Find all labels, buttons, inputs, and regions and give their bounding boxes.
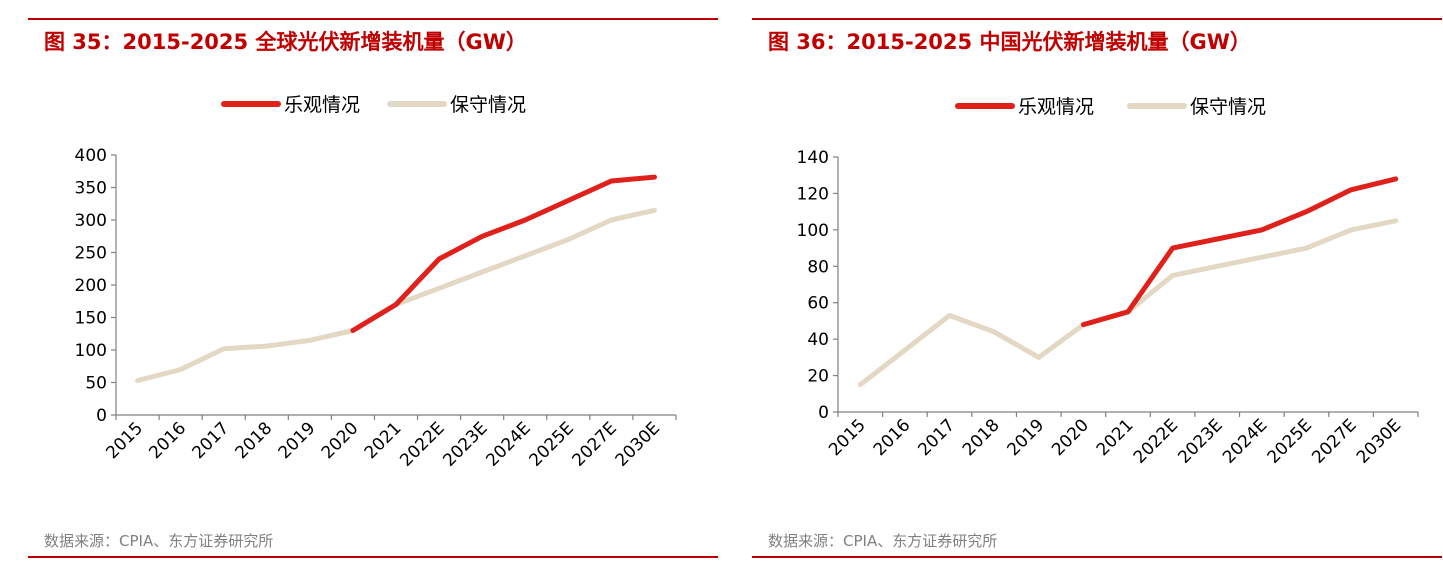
- x-tick-label: 2025E: [1264, 415, 1316, 467]
- x-tick-label: 2023E: [1174, 415, 1226, 467]
- y-tick-label: 140: [797, 148, 829, 168]
- y-tick-label: 0: [96, 406, 107, 426]
- figure-title: 图 35：2015-2025 全球光伏新增装机量（GW）: [44, 30, 527, 54]
- x-tick-label: 2024E: [482, 418, 534, 470]
- series-line: [857, 218, 1399, 388]
- y-tick-label: 120: [797, 184, 829, 204]
- source-note: 数据来源：CPIA、东方证券研究所: [44, 532, 274, 550]
- y-tick-label: 150: [75, 309, 107, 329]
- x-tick-label: 2016: [145, 418, 190, 463]
- legend-label: 乐观情况: [284, 94, 360, 116]
- y-tick-label: 400: [75, 146, 107, 166]
- x-tick-label: 2016: [870, 415, 915, 460]
- y-tick-label: 100: [797, 221, 829, 241]
- x-tick-label: 2023E: [439, 418, 491, 470]
- y-tick-label: 300: [75, 211, 107, 231]
- x-tick-label: 2020: [318, 418, 363, 463]
- bottom-rule: [28, 556, 718, 558]
- series-line: [135, 207, 657, 384]
- x-tick-label: 2022E: [1130, 415, 1182, 467]
- bottom-rule: [752, 556, 1442, 558]
- series-line: [1080, 176, 1399, 328]
- chart-panel-china: 图 36：2015-2025 中国光伏新增装机量（GW） 乐观情况 保守情况 0 20…: [752, 0, 1442, 574]
- y-tick-label: 40: [807, 330, 829, 350]
- x-tick-label: 2025E: [526, 418, 578, 470]
- x-tick-label: 2030E: [612, 418, 664, 470]
- x-tick-label: 2030E: [1353, 415, 1405, 467]
- top-rule: [28, 18, 718, 20]
- x-tick-label: 2015: [825, 415, 870, 460]
- y-tick-label: 50: [85, 374, 107, 394]
- x-tick-label: 2018: [232, 418, 277, 463]
- series-line: [350, 174, 657, 333]
- x-tick-label: 2027E: [1308, 415, 1360, 467]
- y-tick-label: 350: [75, 179, 107, 199]
- x-tick-label: 2017: [188, 418, 233, 463]
- y-tick-label: 60: [807, 294, 829, 314]
- x-tick-label: 2018: [959, 415, 1004, 460]
- y-tick-label: 0: [818, 403, 829, 423]
- x-tick-label: 2024E: [1219, 415, 1271, 467]
- x-tick-label: 2019: [275, 418, 320, 463]
- x-tick-label: 2015: [102, 418, 147, 463]
- figure-title: 图 36：2015-2025 中国光伏新增装机量（GW）: [768, 30, 1251, 54]
- x-tick-label: 2020: [1048, 415, 1093, 460]
- source-note: 数据来源：CPIA、东方证券研究所: [768, 532, 998, 550]
- y-tick-label: 200: [75, 276, 107, 296]
- y-tick-label: 80: [807, 257, 829, 277]
- x-tick-label: 2022E: [396, 418, 448, 470]
- y-tick-label: 250: [75, 244, 107, 264]
- chart-panel-global: 图 35：2015-2025 全球光伏新增装机量（GW） 乐观情况 保守情况 0 50…: [28, 0, 718, 574]
- legend-label: 保守情况: [450, 94, 526, 116]
- legend-label: 保守情况: [1190, 96, 1266, 118]
- x-tick-label: 2019: [1004, 415, 1049, 460]
- y-tick-label: 100: [75, 341, 107, 361]
- top-rule: [752, 18, 1442, 20]
- x-tick-label: 2027E: [569, 418, 621, 470]
- y-tick-label: 20: [807, 367, 829, 387]
- x-tick-label: 2017: [914, 415, 959, 460]
- line-chart-global: 乐观情况 保守情况 0 50 100 150 200 250 300 350 400 20152016…: [75, 94, 677, 471]
- legend-label: 乐观情况: [1018, 96, 1094, 118]
